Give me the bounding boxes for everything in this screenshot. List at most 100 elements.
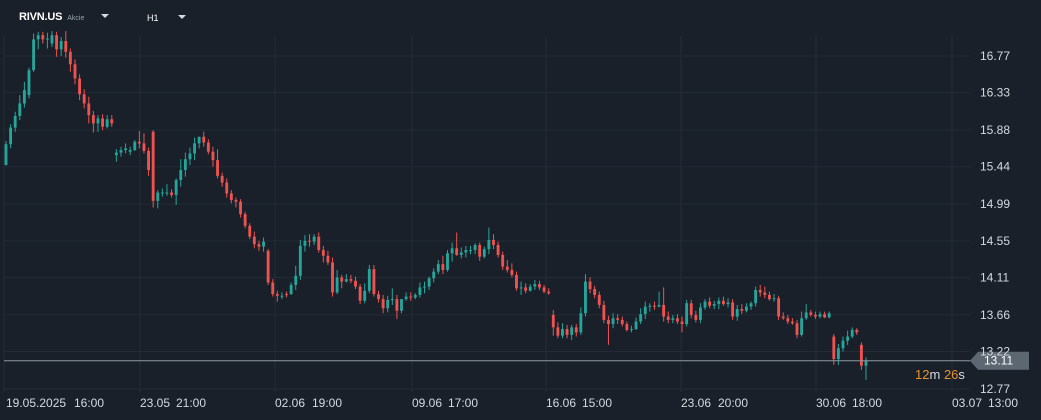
candle-body <box>446 253 449 270</box>
candle-body <box>662 304 666 317</box>
candle-body <box>459 252 463 255</box>
candle-body <box>55 35 59 50</box>
candle-down <box>551 309 555 336</box>
candle-body <box>312 236 316 242</box>
candle-down <box>377 290 380 303</box>
candle-up <box>363 283 367 304</box>
y-tick-label: 14.11 <box>980 270 1009 284</box>
candle-body <box>252 236 256 245</box>
candle-body <box>786 318 790 322</box>
candle-up <box>841 336 845 352</box>
candle-down <box>666 311 670 324</box>
candle-up <box>432 268 436 283</box>
candle-body <box>262 241 265 247</box>
candle-down <box>492 234 495 250</box>
candle-body <box>18 103 22 116</box>
candle-body <box>404 296 408 300</box>
candle-down <box>252 231 256 249</box>
candle-up <box>418 282 422 298</box>
candle-up <box>174 178 178 206</box>
candle-body <box>436 264 440 272</box>
candle-up <box>156 190 160 209</box>
candle-body <box>492 239 495 245</box>
candle-body <box>703 301 707 308</box>
candle-body <box>45 38 49 40</box>
candle-body <box>133 141 137 151</box>
candle-down <box>202 131 206 147</box>
x-tick-label: 20:00 <box>718 396 748 410</box>
candle-up <box>712 300 716 310</box>
x-tick-label: 16:00 <box>74 396 104 410</box>
current-price-tag <box>970 351 1029 370</box>
candle-down <box>229 190 233 204</box>
candle-down <box>41 31 45 44</box>
candle-up <box>464 245 468 258</box>
candle-body <box>257 244 261 247</box>
candle-down <box>501 251 505 270</box>
candle-down <box>694 310 698 323</box>
candle-body <box>377 294 380 300</box>
candle-down <box>234 197 238 208</box>
candle-body <box>804 312 808 319</box>
candle-body <box>9 127 13 145</box>
candle-body <box>726 302 730 305</box>
instrument-type-label: Akcie <box>67 15 85 22</box>
candle-up <box>386 295 390 313</box>
candle-up <box>18 95 22 121</box>
candle-up <box>648 303 652 312</box>
candle-up <box>298 239 302 280</box>
candle-up <box>193 137 196 161</box>
candle-down <box>496 241 500 258</box>
candle-down <box>524 283 528 294</box>
candle-down <box>708 297 712 309</box>
candle-down <box>381 294 385 314</box>
candle-body <box>13 115 17 128</box>
candle-up <box>528 284 532 292</box>
candle-body <box>170 192 173 196</box>
candle-up <box>119 146 123 157</box>
candle-body <box>864 360 868 366</box>
candle-body <box>648 305 652 307</box>
candle-up <box>400 299 403 314</box>
candle-down <box>547 288 551 295</box>
candle-body <box>827 313 831 318</box>
candle-down <box>859 342 863 370</box>
candle-up <box>473 243 477 255</box>
candle-up <box>634 317 638 330</box>
timeframe-selector[interactable]: H1 <box>147 13 186 23</box>
candle-body <box>151 131 155 201</box>
candle-down <box>515 271 518 291</box>
candle-up <box>519 281 523 295</box>
candle-body <box>639 314 643 322</box>
candle-body <box>832 336 836 360</box>
candle-body <box>105 119 109 127</box>
candle-down <box>653 301 656 310</box>
candle-body <box>294 275 298 285</box>
candle-body <box>450 248 454 254</box>
candle-body <box>607 319 610 325</box>
candle-down <box>597 291 601 309</box>
current-price-label: 13.11 <box>984 354 1013 368</box>
candle-body <box>795 323 799 335</box>
candle-body <box>225 182 229 194</box>
candle-body <box>547 291 551 294</box>
candle-body <box>767 294 771 300</box>
candle-body <box>570 327 574 335</box>
symbol-selector[interactable]: RIVN.US Akcie <box>19 11 110 23</box>
candle-body <box>386 299 390 309</box>
candle-up <box>390 288 394 305</box>
chevron-down-icon <box>101 14 110 18</box>
candle-up <box>749 301 753 310</box>
candle-down <box>574 324 578 337</box>
candle-body <box>418 287 422 295</box>
candle-body <box>694 314 698 320</box>
candle-up <box>22 81 26 108</box>
candle-down <box>87 96 91 124</box>
countdown-minutes: 12 <box>915 367 930 382</box>
countdown-seconds-unit: s <box>958 367 965 382</box>
candle-down <box>625 321 629 332</box>
candle-body <box>809 312 813 315</box>
candle-body <box>625 324 629 330</box>
candle-up <box>335 269 339 295</box>
